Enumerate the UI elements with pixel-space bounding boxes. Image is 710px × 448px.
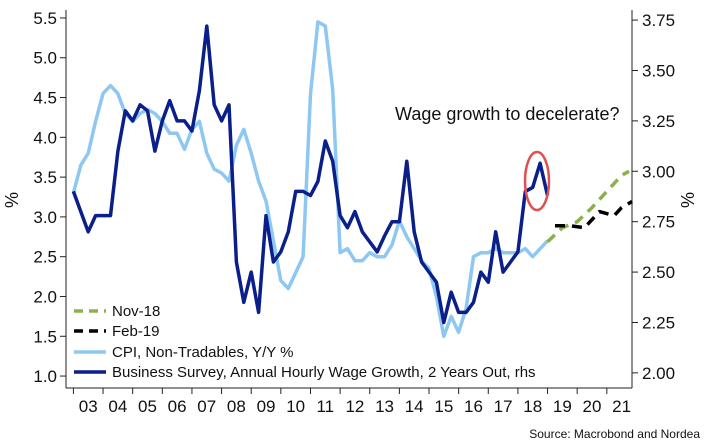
annotation-text: Wage growth to decelerate?: [395, 104, 619, 124]
x-tick-label: 07: [197, 397, 216, 416]
x-tick-label: 05: [138, 397, 157, 416]
series-layer: [71, 20, 633, 339]
right-tick-label: 2.50: [642, 263, 675, 282]
right-axis-title: %: [678, 192, 698, 208]
x-tick-label: 04: [108, 397, 127, 416]
x-tick-label: 03: [79, 397, 98, 416]
series-line-cpi: [71, 20, 549, 339]
x-tick-label: 10: [286, 397, 305, 416]
x-tick-label: 19: [553, 397, 572, 416]
x-tick-label: 13: [375, 397, 394, 416]
x-axis-ticks: 03 04 05 06 07 08 09 10 11 12 13 14 15 16 17 18 19 20 21: [72, 388, 631, 416]
legend-label-nov18: Nov-18: [112, 303, 160, 320]
right-axis-ticks: 2.00 2.25 2.50 2.75 3.00 3.25 3.50 3.75: [632, 11, 675, 383]
left-tick-label: 4.5: [33, 89, 57, 108]
x-tick-label: 15: [434, 397, 453, 416]
x-tick-label: 11: [316, 397, 334, 416]
x-tick-label: 16: [464, 397, 483, 416]
x-tick-label: 17: [494, 397, 513, 416]
legend-label-wage: Business Survey, Annual Hourly Wage Grow…: [112, 364, 536, 381]
left-axis-title: %: [2, 192, 22, 208]
left-tick-label: 2.5: [33, 248, 57, 267]
x-tick-label: 21: [612, 397, 631, 416]
right-tick-label: 2.75: [642, 213, 675, 232]
right-tick-label: 2.25: [642, 313, 675, 332]
right-tick-label: 3.50: [642, 61, 675, 80]
x-tick-label: 09: [257, 397, 276, 416]
left-tick-label: 5.0: [33, 49, 57, 68]
x-tick-label: 14: [405, 397, 424, 416]
left-tick-label: 5.5: [33, 9, 57, 28]
right-tick-label: 3.75: [642, 11, 675, 30]
forecast-line-feb19: [555, 199, 633, 230]
right-tick-label: 2.00: [642, 364, 675, 383]
source-note: Source: Macrobond and Nordea: [529, 427, 700, 441]
right-tick-label: 3.00: [642, 162, 675, 181]
x-tick-label: 06: [168, 397, 187, 416]
legend-label-cpi: CPI, Non-Tradables, Y/Y %: [112, 344, 293, 361]
x-tick-label: 20: [583, 397, 602, 416]
x-tick-label: 08: [227, 397, 246, 416]
left-tick-label: 1.0: [33, 367, 57, 386]
left-tick-label: 4.0: [33, 128, 57, 147]
right-tick-label: 3.25: [642, 112, 675, 131]
left-tick-label: 1.5: [33, 327, 57, 346]
legend: Nov-18 Feb-19 CPI, Non-Tradables, Y/Y % …: [74, 303, 536, 381]
left-tick-label: 3.0: [33, 208, 57, 227]
series-line-wage: [71, 24, 550, 325]
annotation-circle: [523, 150, 551, 212]
legend-label-feb19: Feb-19: [112, 323, 160, 340]
x-tick-label: 12: [345, 397, 364, 416]
left-axis-ticks: 1.0 1.5 2.0 2.5 3.0 3.5 4.0 4.5 5.0 5.5: [33, 9, 66, 386]
left-tick-label: 3.5: [33, 168, 57, 187]
forecast-line-nov18: [546, 169, 630, 244]
x-tick-label: 18: [523, 397, 542, 416]
left-tick-label: 2.0: [33, 287, 57, 306]
